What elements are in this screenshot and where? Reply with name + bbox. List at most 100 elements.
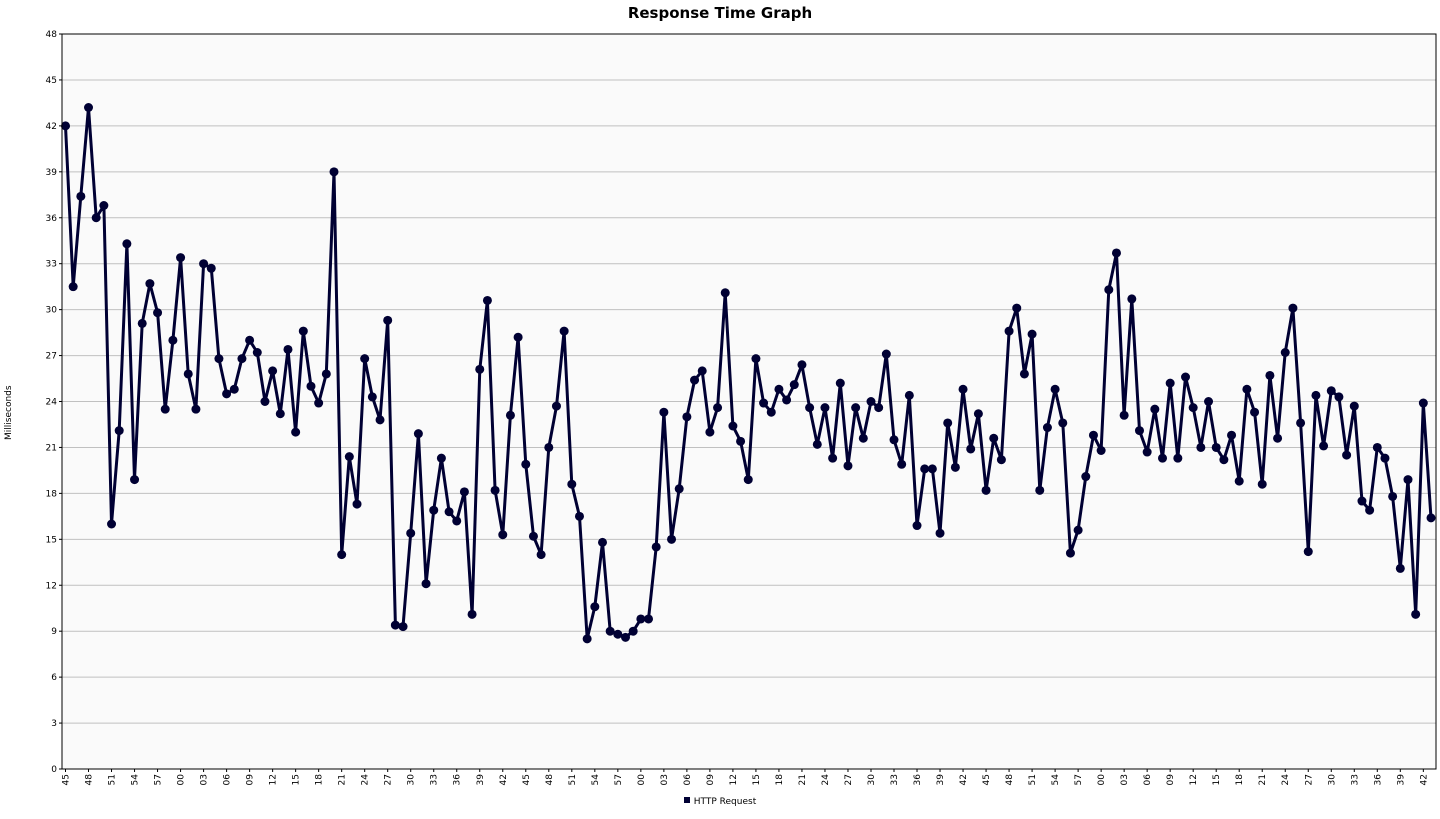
y-tick-label: 39 — [46, 168, 58, 178]
data-point — [674, 484, 684, 494]
data-point — [206, 263, 216, 273]
y-tick-label: 15 — [46, 535, 57, 545]
data-point — [996, 455, 1006, 465]
data-point — [490, 485, 500, 495]
data-point — [713, 403, 723, 413]
data-point — [467, 609, 477, 619]
data-point — [1303, 547, 1313, 557]
data-point — [1273, 433, 1283, 443]
y-tick-label: 45 — [46, 76, 57, 86]
data-point — [390, 620, 400, 630]
data-point — [1380, 453, 1390, 463]
data-point — [843, 461, 853, 471]
legend: HTTP Request — [0, 797, 1440, 807]
x-tick-label: 30 — [407, 774, 417, 786]
data-point — [1035, 485, 1045, 495]
legend-label: HTTP Request — [693, 797, 757, 807]
data-point — [176, 253, 186, 263]
x-tick-label: 57 — [154, 774, 164, 785]
plot-border — [61, 33, 1437, 770]
data-point — [536, 550, 546, 560]
data-point — [943, 418, 953, 428]
data-point — [291, 427, 301, 437]
data-point — [1426, 513, 1436, 523]
x-tick-label: 03 — [1120, 774, 1130, 785]
x-axis-ticks: 45 48 51 54 57 00 03 06 09 12 15 18 21 24 27 30 33 36 39 42… — [62, 769, 1429, 786]
data-point — [145, 279, 155, 289]
x-tick-label: 21 — [798, 774, 808, 785]
x-tick-label: 48 — [85, 774, 95, 786]
data-point — [344, 452, 354, 462]
data-point — [567, 479, 577, 489]
data-point — [866, 397, 876, 406]
x-tick-label: 18 — [775, 774, 785, 786]
data-point — [628, 626, 638, 636]
x-tick-label: 06 — [683, 774, 693, 786]
x-tick-label: 03 — [200, 774, 210, 785]
data-point — [820, 403, 830, 413]
data-point — [697, 366, 707, 376]
data-point — [1165, 378, 1175, 388]
data-point — [973, 409, 983, 419]
data-point — [114, 426, 124, 436]
x-tick-label: 57 — [614, 774, 624, 785]
y-tick-label: 36 — [46, 214, 58, 224]
x-tick-label: 51 — [1028, 774, 1038, 785]
data-point — [1342, 450, 1352, 460]
data-point — [927, 464, 937, 474]
data-point — [1326, 386, 1336, 396]
data-point — [1227, 430, 1237, 440]
x-tick-label: 42 — [499, 774, 509, 785]
data-point — [1081, 472, 1091, 482]
x-tick-label: 12 — [1189, 774, 1199, 785]
y-tick-label: 27 — [46, 352, 57, 362]
data-point — [367, 392, 377, 402]
data-point — [183, 369, 193, 379]
data-point — [505, 410, 515, 420]
data-point — [260, 397, 270, 406]
data-point — [559, 326, 569, 336]
y-tick-label: 48 — [46, 30, 58, 40]
y-tick-label: 24 — [46, 398, 58, 408]
chart-title: Response Time Graph — [627, 4, 813, 22]
data-point — [329, 167, 339, 177]
data-point — [966, 444, 976, 454]
data-point — [1058, 418, 1068, 428]
x-tick-label: 39 — [1396, 774, 1406, 786]
x-tick-label: 36 — [913, 774, 923, 786]
x-tick-label: 00 — [637, 774, 647, 786]
data-point — [298, 326, 308, 336]
x-tick-label: 27 — [1304, 774, 1314, 785]
data-point — [1265, 370, 1275, 380]
data-point — [1073, 525, 1083, 535]
x-tick-label: 21 — [1258, 774, 1268, 785]
data-point — [935, 528, 945, 538]
y-tick-label: 9 — [51, 627, 57, 637]
data-point — [1372, 442, 1382, 452]
y-tick-label: 30 — [46, 306, 58, 316]
data-point — [482, 295, 492, 305]
data-point — [958, 384, 968, 394]
data-point — [805, 403, 815, 413]
data-point — [1349, 401, 1359, 411]
x-tick-label: 09 — [246, 774, 256, 786]
x-tick-label: 30 — [1327, 774, 1337, 786]
x-tick-label: 54 — [591, 774, 601, 786]
data-point — [644, 614, 654, 624]
data-point — [774, 384, 784, 394]
y-tick-label: 21 — [46, 443, 57, 453]
x-tick-label: 00 — [1097, 774, 1107, 786]
x-tick-label: 57 — [1074, 774, 1084, 785]
data-point — [874, 403, 884, 413]
data-point — [107, 519, 117, 529]
data-point — [1004, 326, 1014, 336]
data-point — [1234, 476, 1244, 486]
data-point — [812, 439, 822, 449]
data-point — [237, 354, 247, 364]
data-point — [459, 487, 469, 497]
data-point — [636, 614, 646, 624]
x-tick-label: 51 — [108, 774, 118, 785]
data-point — [858, 433, 868, 443]
